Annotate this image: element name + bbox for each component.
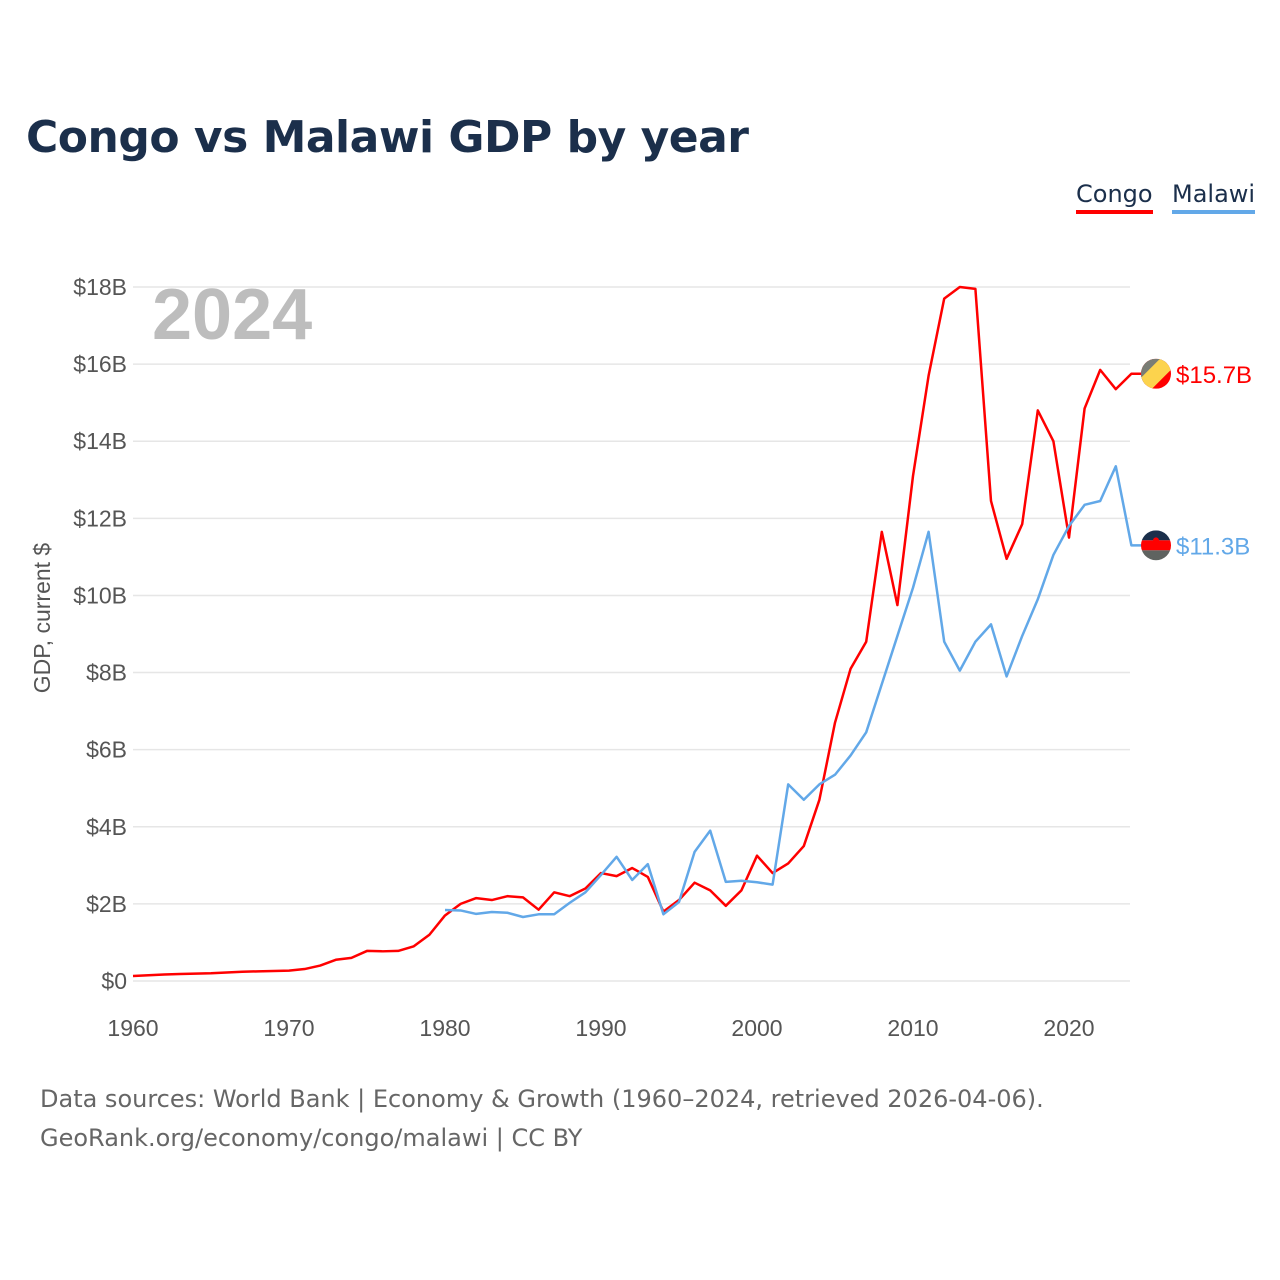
x-tick-label: 2020 <box>1043 1015 1094 1041</box>
footer-source: Data sources: World Bank | Economy & Gro… <box>40 1085 1044 1113</box>
chart-title: Congo vs Malawi GDP by year <box>26 112 749 163</box>
x-tick-label: 1980 <box>419 1015 470 1041</box>
congo-flag-icon <box>1141 358 1171 389</box>
series-line-malawi <box>444 465 1142 919</box>
x-tick-label: 1990 <box>575 1015 626 1041</box>
end-label-malawi: $11.3B <box>1176 533 1250 560</box>
y-tick-label: $0 <box>101 968 127 994</box>
y-tick-label: $12B <box>73 505 127 531</box>
legend-congo[interactable]: Congo <box>1076 180 1153 214</box>
series-line-congo <box>132 285 1142 978</box>
y-tick-label: $16B <box>73 351 127 377</box>
malawi-flag-icon <box>1141 530 1171 561</box>
legend-malawi[interactable]: Malawi <box>1172 180 1256 214</box>
x-tick-label: 2010 <box>887 1015 938 1041</box>
end-label-congo: $15.7B <box>1176 362 1252 389</box>
y-tick-label: $6B <box>86 737 127 763</box>
y-tick-label: $4B <box>86 814 127 840</box>
year-watermark: 2024 <box>152 275 312 355</box>
y-tick-label: $8B <box>86 660 127 686</box>
x-tick-label: 1970 <box>263 1015 314 1041</box>
y-tick-label: $2B <box>86 891 127 917</box>
x-tick-label: 1960 <box>107 1015 158 1041</box>
y-tick-label: $14B <box>73 428 127 454</box>
y-tick-label: $10B <box>73 582 127 608</box>
x-tick-label: 2000 <box>731 1015 782 1041</box>
footer-url[interactable]: GeoRank.org/economy/congo/malawi | CC BY <box>40 1124 583 1152</box>
y-tick-label: $18B <box>73 274 127 300</box>
y-axis-label: GDP, current $ <box>29 543 55 694</box>
